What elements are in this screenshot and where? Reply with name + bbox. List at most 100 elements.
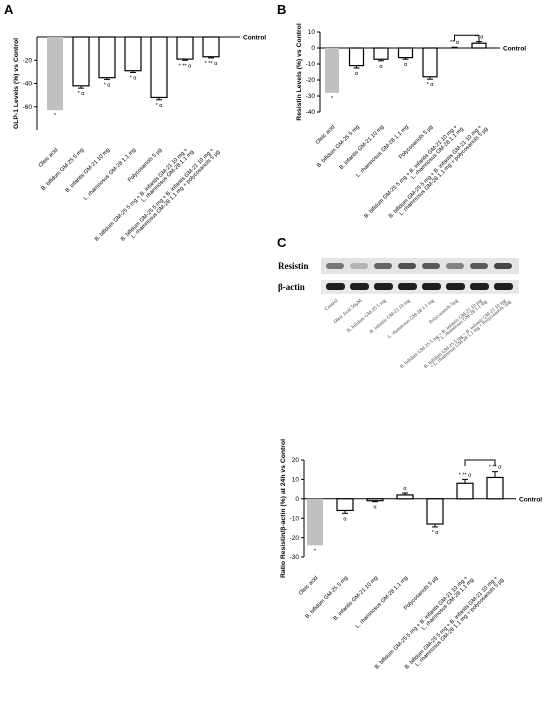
- c-xtick-label-3-0: L. rhamnosus GM-28 1.1 mg: [355, 575, 410, 630]
- blot-lane-label-4-0: L. rhamnosus GM-28 1.1 mg: [387, 298, 435, 340]
- blot-label-actin: β-actin: [278, 282, 305, 292]
- resistin-band-7: [494, 263, 512, 269]
- c-bar-2: [366, 498, 384, 502]
- c-sig-6: * ** α: [489, 465, 502, 471]
- b-ytick-label-0: 10: [308, 29, 316, 36]
- a-bar-3: [124, 36, 142, 72]
- a-control-label: Control: [243, 35, 266, 42]
- actin-band-2: [374, 283, 393, 290]
- resistin-band-2: [374, 263, 392, 269]
- a-xtick-label-2-0: B. infantis GM-21 10 mg: [65, 147, 112, 194]
- blot-strip-actin: [321, 280, 519, 294]
- b-ytick-label-4: -30: [306, 93, 316, 100]
- a-ytick-label-1: -40: [23, 81, 33, 88]
- b-bar-6: [471, 42, 487, 49]
- resistin-band-0: [326, 263, 344, 269]
- c-bar-3: [396, 494, 414, 500]
- b-ytick-label-5: -40: [306, 109, 316, 116]
- c-bar-4: [426, 498, 444, 525]
- c-bar-6: [486, 476, 504, 500]
- c-bar-5: [456, 482, 474, 500]
- a-sig-0: *: [54, 113, 57, 119]
- b-xtick-label-0-0: Oleic acid: [315, 124, 337, 146]
- b-ytick-label-1: 0: [311, 45, 315, 52]
- blot-lane-label-7-0: B. bifidum GM-25 5 mg + B. infantis GM-2…: [424, 298, 508, 370]
- b-sig-2: α: [379, 64, 383, 70]
- a-sig-6: * ** α: [205, 61, 218, 67]
- a-sig-3: * α: [130, 75, 138, 81]
- resistin-band-3: [398, 263, 416, 269]
- a-xtick-label-6-0: B. bifidum GM-25 5 mg + B. infantis GM-2…: [120, 147, 215, 242]
- b-sig-5: ** α: [450, 40, 460, 46]
- b-bar-4: [422, 47, 438, 78]
- b-sig-1: α: [355, 71, 359, 77]
- b-xtick-label-2-0: B. infantis GM-21 10 mg: [339, 124, 386, 171]
- actin-band-5: [446, 283, 465, 290]
- b-sig-3: α: [404, 62, 408, 68]
- b-ytick-label-3: -20: [306, 77, 316, 84]
- panel-a-label: A: [4, 2, 14, 17]
- c-sig-3: α: [403, 486, 407, 492]
- b-ytick-label-2: -10: [306, 61, 316, 68]
- blot-bands: [321, 258, 519, 294]
- a-sig-5: * ** α: [179, 63, 192, 69]
- b-bar-1: [348, 47, 365, 67]
- c-sig-1: α: [343, 516, 347, 522]
- resistin-band-4: [422, 263, 440, 269]
- a-xtick-label-3-0: L. rhamnosus GM-28 1.1 mg: [83, 147, 138, 202]
- a-ytick-label-0: -20: [23, 57, 33, 64]
- a-sig-1: * α: [78, 91, 86, 97]
- c-sig-bracket: [464, 459, 496, 466]
- b-ylabel: Resistin Levels (%) vs Control: [296, 23, 303, 121]
- a-xtick-label-0-0: Oleic acid: [38, 147, 60, 169]
- b-control-label: Control: [503, 46, 526, 53]
- actin-band-1: [350, 283, 369, 290]
- actin-band-7: [494, 283, 513, 290]
- b-bar-2: [373, 47, 389, 60]
- c-sig-4: * α: [432, 530, 440, 536]
- a-bar-2: [98, 36, 116, 79]
- blot-label-resistin: Resistin: [278, 261, 309, 271]
- a-ylabel: GLP-1 Levels (%) vs Control: [13, 38, 20, 129]
- blot-lane-label-3-0: B. infantis GM-21 10 mg: [369, 298, 411, 335]
- panel-b-label: B: [277, 2, 286, 17]
- c-ytick-label-0: 20: [292, 457, 300, 464]
- b-sig-bracket: [454, 34, 480, 42]
- a-bar-5: [176, 36, 194, 60]
- c-sig-0: *: [314, 548, 317, 554]
- c-bar-1: [336, 498, 354, 512]
- a-sig-4: * α: [156, 103, 164, 109]
- resistin-band-5: [446, 263, 464, 269]
- c-sig-2: α: [373, 505, 377, 511]
- c-xtick-label-0-0: Oleic acid: [298, 575, 320, 597]
- b-sig-0: *: [331, 96, 334, 102]
- a-bar-1: [72, 36, 90, 87]
- a-sig-2: * α: [104, 82, 112, 88]
- b-bar-0: [325, 48, 339, 93]
- a-bar-4: [150, 36, 168, 99]
- c-ytick-label-5: -30: [290, 554, 300, 561]
- actin-band-0: [326, 283, 345, 290]
- c-ytick-label-4: -20: [290, 535, 300, 542]
- resistin-band-6: [470, 263, 488, 269]
- b-sig-4: * α: [427, 82, 435, 88]
- blot-lane-label-0-0: Control: [324, 298, 339, 312]
- a-ytick-label-2: -60: [23, 104, 33, 111]
- actin-band-4: [422, 283, 441, 290]
- c-ytick-label-3: -10: [290, 515, 300, 522]
- resistin-band-1: [350, 263, 368, 269]
- actin-band-3: [398, 283, 417, 290]
- a-bar-0: [47, 37, 63, 111]
- c-ytick-label-2: 0: [295, 496, 299, 503]
- a-bar-6: [202, 36, 220, 58]
- actin-band-6: [470, 283, 489, 290]
- b-xtick-label-6-0: B. bifidum GM-25 5 mg + B. infantis GM-2…: [388, 124, 483, 219]
- c-sig-5: * ** α: [459, 472, 472, 478]
- c-bar-0: [307, 498, 323, 546]
